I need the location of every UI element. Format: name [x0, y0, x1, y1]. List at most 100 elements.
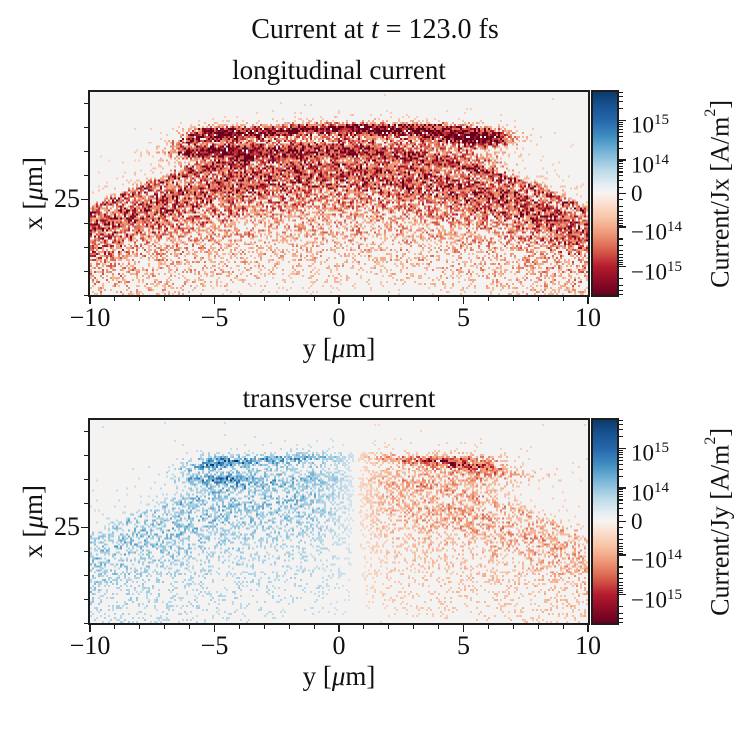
colorbar-minor-tick [619, 451, 623, 453]
x-tick-label: −10 [69, 303, 111, 332]
y-tick-label: 25 [54, 184, 80, 214]
x-axis-label: y [μm] [302, 333, 376, 363]
colorbar-minor-tick [619, 526, 623, 528]
subplot-title-transverse: transverse current [242, 383, 436, 413]
colorbar-minor-tick [619, 590, 623, 592]
colorbar-minor-tick [619, 259, 623, 262]
colorbar-minor-tick [619, 496, 623, 498]
x-axis-minor-tick [512, 297, 514, 301]
colorbar-tick-label: −1015 [631, 258, 682, 285]
colorbar-minor-tick [619, 128, 623, 130]
colorbar-minor-tick [619, 123, 623, 125]
colorbar-minor-tick [619, 245, 623, 247]
x-axis-minor-tick [114, 297, 116, 301]
x-axis-minor-tick [263, 625, 265, 629]
figure-title-pre: Current at [251, 14, 371, 45]
x-axis-minor-tick [388, 297, 390, 301]
x-axis-minor-tick [363, 625, 365, 629]
colorbar-minor-tick [619, 489, 623, 491]
y-axis-minor-tick [84, 503, 88, 505]
colorbar-minor-tick [619, 456, 623, 458]
colorbar-minor-tick [619, 605, 623, 608]
colorbar-minor-tick [619, 468, 623, 470]
colorbar-minor-tick [619, 463, 623, 465]
figure-title: Current at t = 123.0 fs [0, 14, 750, 46]
y-axis-minor-tick [84, 550, 88, 552]
colorbar-minor-tick [619, 238, 623, 240]
colorbar-minor-tick [619, 198, 623, 200]
colorbar-tick-label: −1014 [631, 218, 682, 245]
colorbar-tick-label: 0 [631, 180, 643, 206]
y-axis-minor-tick [84, 151, 88, 153]
colorbar-minor-tick [619, 582, 623, 584]
colorbar-minor-tick [619, 503, 623, 505]
colorbar-major-tick [619, 265, 626, 268]
y-axis-minor-tick [84, 294, 88, 296]
x-axis-minor-tick [114, 625, 116, 629]
x-tick-label: 10 [575, 631, 601, 660]
colorbar-minor-tick [619, 578, 623, 580]
colorbar-minor-tick [619, 161, 623, 163]
x-axis-minor-tick [537, 625, 539, 629]
colorbar-minor-tick [619, 420, 623, 422]
colorbar-minor-tick [619, 436, 623, 438]
x-axis-major-tick [338, 297, 340, 304]
colorbar-minor-tick [619, 573, 623, 575]
panel-transverse: transverse current x [μm] y [μm] Current… [0, 383, 750, 718]
colorbar-minor-tick [619, 163, 623, 165]
x-axis-major-tick [587, 625, 589, 632]
subplot-title-longitudinal: longitudinal current [232, 55, 446, 85]
y-tick-label: 25 [54, 512, 80, 542]
x-tick-label: 0 [332, 303, 346, 332]
x-axis-minor-tick [288, 297, 290, 301]
colorbar-minor-tick [619, 222, 623, 224]
figure-title-var: t [370, 14, 379, 45]
colorbar-minor-tick [619, 533, 623, 535]
colorbar-minor-tick [619, 491, 623, 493]
x-axis-minor-tick [438, 297, 440, 301]
colorbar-minor-tick [619, 264, 623, 266]
colorbar-minor-tick [619, 250, 623, 252]
colorbar-minor-tick [619, 108, 623, 110]
colorbar-major-tick [619, 159, 626, 161]
colorbar-minor-tick [619, 205, 623, 207]
heatmap-canvas-longitudinal [90, 92, 588, 295]
x-tick-label: −10 [69, 631, 111, 660]
y-axis-minor-tick [84, 574, 88, 576]
x-axis-minor-tick [313, 297, 315, 301]
x-tick-label: 0 [332, 631, 346, 660]
y-axis-minor-tick [84, 598, 88, 600]
x-axis-minor-tick [388, 625, 390, 629]
colorbar-minor-tick [619, 147, 623, 149]
y-axis-minor-tick [84, 103, 88, 105]
colorbar-minor-tick [619, 538, 623, 540]
x-axis-label: y [μm] [302, 661, 376, 691]
y-axis-minor-tick [84, 127, 88, 129]
x-axis-minor-tick [413, 625, 415, 629]
colorbar-minor-tick [619, 254, 623, 256]
x-axis-major-tick [89, 625, 91, 632]
colorbar-tick-label: 0 [631, 508, 643, 534]
y-axis-minor-tick [84, 246, 88, 248]
x-axis-minor-tick [487, 625, 489, 629]
y-axis-minor-tick [84, 622, 88, 624]
colorbar-minor-tick [619, 217, 623, 219]
colorbar-minor-tick [619, 220, 623, 222]
y-axis-minor-tick [84, 222, 88, 224]
colorbar [591, 418, 619, 625]
colorbar-label: Current/Jy [A/m2] [702, 427, 735, 616]
colorbar-major-tick [619, 119, 626, 122]
colorbar-minor-tick [619, 257, 623, 259]
x-axis-minor-tick [164, 297, 166, 301]
x-axis-minor-tick [313, 625, 315, 629]
colorbar-tick-label: 1015 [631, 112, 669, 139]
colorbar-minor-tick [619, 429, 623, 431]
y-axis-minor-tick [84, 270, 88, 272]
colorbar [591, 90, 619, 297]
x-axis-minor-tick [139, 625, 141, 629]
y-axis-minor-tick [84, 431, 88, 433]
x-axis-minor-tick [512, 625, 514, 629]
plot-area-transverse [88, 418, 590, 625]
colorbar-minor-tick [619, 131, 623, 133]
